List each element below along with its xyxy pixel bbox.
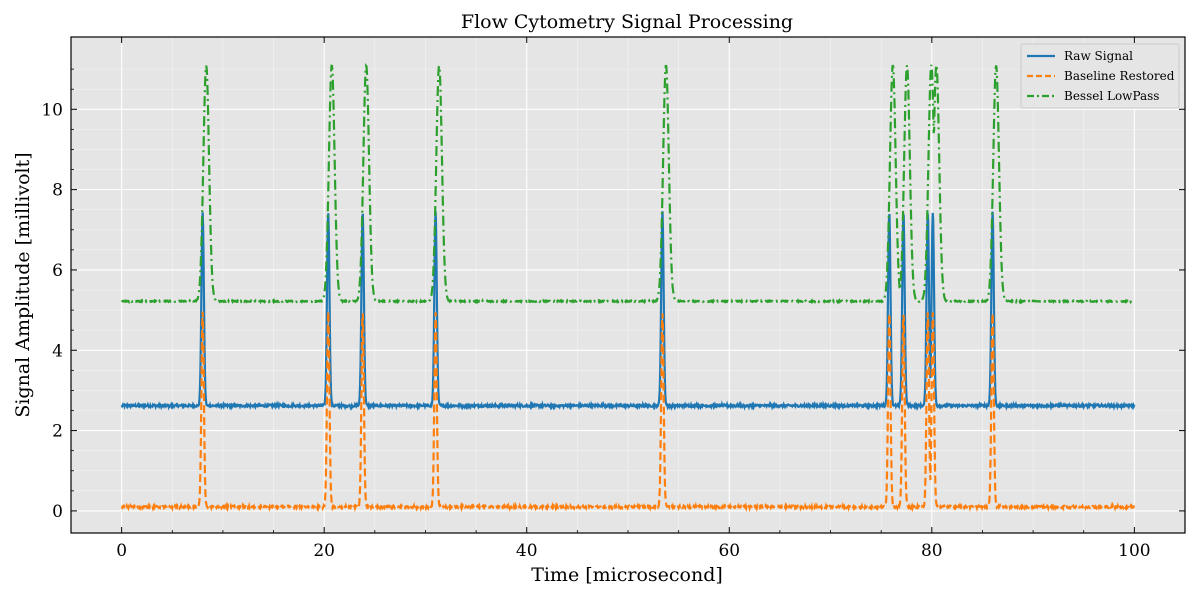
ticks: 0 20 40 60 80 100 0 2 4 6 8 10 [41, 37, 1185, 561]
chart-title: Flow Cytometry Signal Processing [461, 11, 793, 33]
y-tick-label: 0 [52, 502, 63, 522]
series-line [121, 311, 1136, 513]
legend-label: Baseline Restored [1064, 69, 1175, 83]
series-layer [120, 61, 1136, 513]
x-tick-label: 60 [718, 541, 740, 561]
series-line [120, 211, 1136, 412]
x-tick-label: 40 [516, 541, 538, 561]
y-tick-label: 6 [52, 261, 63, 281]
x-tick-label: 80 [921, 541, 943, 561]
x-tick-label: 20 [313, 541, 335, 561]
legend: Raw Signal Baseline Restored Bessel LowPas… [1020, 43, 1180, 109]
legend-label: Bessel LowPass [1064, 89, 1159, 103]
legend-label: Raw Signal [1064, 49, 1133, 63]
y-axis-label: Signal Amplitude [millivolt] [12, 152, 34, 417]
series-line [120, 61, 1135, 305]
y-tick-label: 10 [41, 100, 63, 120]
y-tick-label: 8 [52, 181, 63, 201]
x-tick-label: 100 [1118, 541, 1150, 561]
y-tick-label: 4 [52, 341, 63, 361]
grid [71, 37, 1185, 533]
legend-box [1020, 43, 1180, 109]
x-axis-label: Time [microsecond] [531, 564, 723, 586]
y-tick-label: 2 [52, 422, 63, 442]
x-tick-label: 0 [116, 541, 127, 561]
